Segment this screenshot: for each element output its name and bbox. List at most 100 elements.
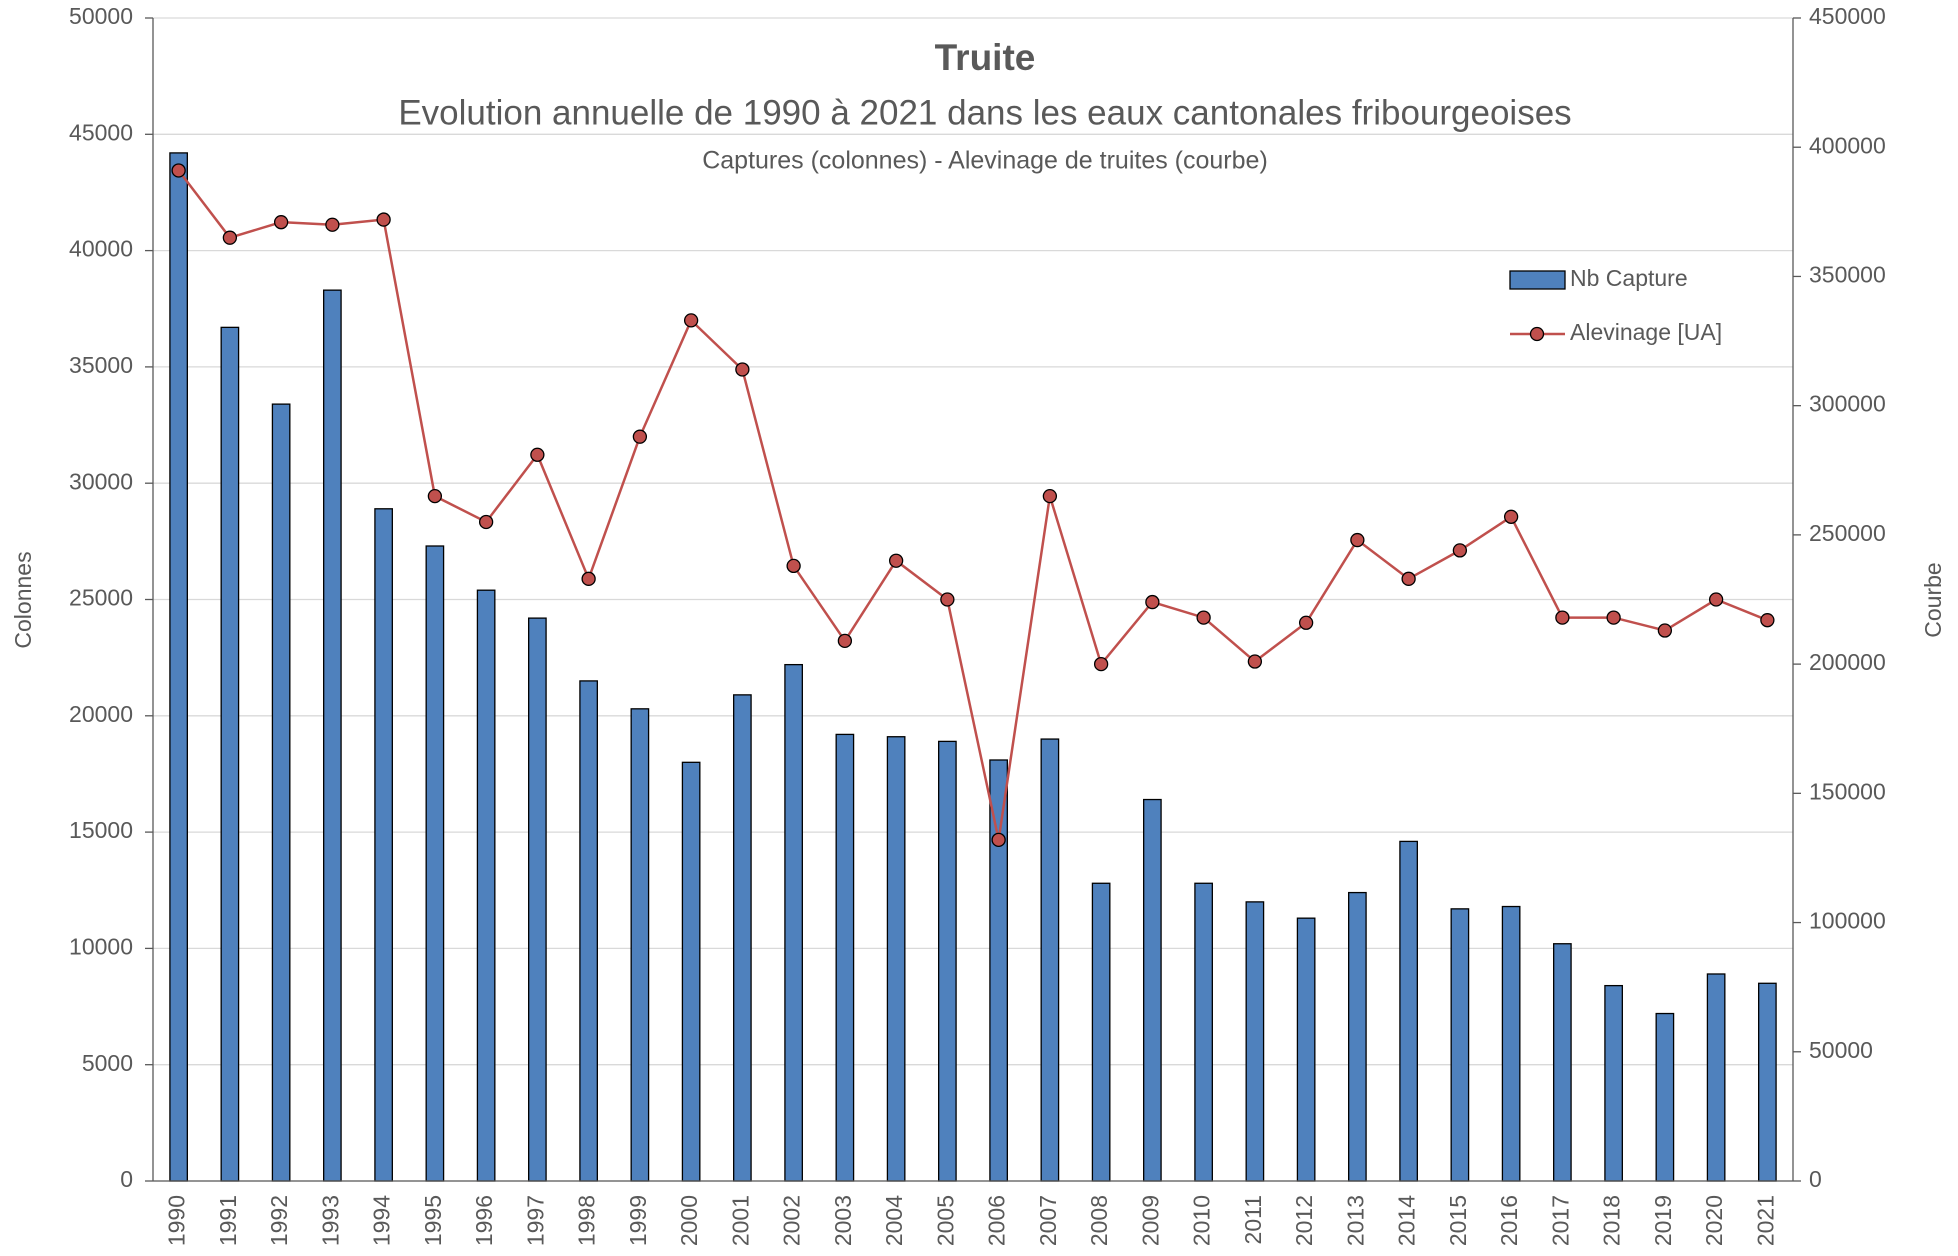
line-marker xyxy=(1247,654,1263,669)
y-tick-label: 0 xyxy=(120,1166,133,1192)
legend-marker xyxy=(1529,326,1545,342)
x-tick-label: 2000 xyxy=(676,1195,702,1246)
x-tick-label: 1998 xyxy=(574,1195,600,1246)
y-tick-label: 45000 xyxy=(69,119,133,145)
bar xyxy=(271,403,291,1182)
y2-tick-label: 200000 xyxy=(1809,649,1886,675)
bar xyxy=(835,733,855,1182)
y2-tick-label: 50000 xyxy=(1809,1037,1873,1063)
legend-label: Nb Capture xyxy=(1570,265,1688,291)
bar xyxy=(886,736,906,1182)
bar xyxy=(579,680,598,1182)
y-tick-label: 25000 xyxy=(69,585,133,611)
x-tick-label: 2021 xyxy=(1752,1195,1778,1246)
line-marker xyxy=(991,832,1006,848)
line-marker xyxy=(1452,543,1468,558)
line-marker xyxy=(222,230,238,245)
x-tick-label: 1997 xyxy=(522,1195,548,1246)
x-tick-label: 1992 xyxy=(266,1195,292,1246)
line-marker xyxy=(581,571,596,586)
line-marker xyxy=(632,429,648,444)
line-marker xyxy=(1401,571,1416,586)
line-marker xyxy=(1298,615,1314,630)
x-tick-label: 2007 xyxy=(1035,1195,1061,1246)
chart-subtitle: Evolution annuelle de 1990 à 2021 dans l… xyxy=(398,93,1571,132)
y2-tick-label: 250000 xyxy=(1809,520,1886,546)
x-tick-label: 2017 xyxy=(1547,1195,1573,1246)
line-marker xyxy=(171,163,186,178)
bar xyxy=(169,152,188,1182)
x-tick-label: 1991 xyxy=(215,1195,241,1246)
bar xyxy=(1245,901,1265,1182)
line-marker xyxy=(1145,594,1160,610)
x-tick-label: 2009 xyxy=(1137,1195,1163,1246)
line-marker xyxy=(1093,656,1109,672)
y-axis-label: Colonnes xyxy=(10,551,36,648)
line-marker xyxy=(427,488,443,504)
x-tick-label: 1990 xyxy=(164,1195,190,1246)
y-tick-label: 15000 xyxy=(69,817,133,843)
bar xyxy=(374,508,393,1182)
x-tick-label: 2020 xyxy=(1701,1195,1727,1246)
line-marker xyxy=(1708,592,1724,607)
line-marker xyxy=(683,313,699,328)
y-tick-label: 5000 xyxy=(82,1050,133,1076)
line-marker xyxy=(888,553,904,568)
bar xyxy=(1604,984,1623,1182)
line-marker xyxy=(273,215,289,230)
bar xyxy=(1450,908,1470,1182)
bar xyxy=(733,694,752,1182)
bar xyxy=(1348,891,1367,1182)
bar xyxy=(938,740,957,1182)
bar xyxy=(1553,943,1572,1182)
bar xyxy=(1399,840,1418,1182)
x-tick-label: 1994 xyxy=(369,1195,395,1246)
y2-tick-label: 300000 xyxy=(1809,391,1886,417)
x-tick-label: 1996 xyxy=(471,1195,497,1246)
bar xyxy=(1655,1012,1675,1182)
x-tick-label: 2019 xyxy=(1650,1195,1676,1246)
y2-tick-label: 100000 xyxy=(1809,908,1886,934)
y-tick-label: 40000 xyxy=(69,236,133,262)
x-tick-label: 2004 xyxy=(881,1195,907,1246)
line-marker xyxy=(1555,610,1570,625)
line-marker xyxy=(1606,610,1621,625)
chart-title: Truite xyxy=(935,37,1036,78)
x-tick-label: 2011 xyxy=(1240,1195,1266,1244)
line xyxy=(177,169,1768,841)
line-marker xyxy=(837,633,853,649)
line-marker xyxy=(530,447,545,462)
bar xyxy=(1501,905,1521,1182)
bar xyxy=(220,326,240,1182)
line-marker xyxy=(735,362,750,377)
bar xyxy=(681,761,701,1182)
x-tick-label: 2006 xyxy=(984,1195,1010,1246)
x-tick-label: 2008 xyxy=(1086,1195,1112,1246)
y2-tick-label: 350000 xyxy=(1809,262,1886,288)
x-tick-label: 1993 xyxy=(317,1195,343,1246)
y2-tick-label: 400000 xyxy=(1809,132,1886,158)
y-tick-label: 50000 xyxy=(69,3,133,29)
x-tick-label: 2016 xyxy=(1496,1195,1522,1246)
line-marker xyxy=(1042,488,1058,504)
line-marker xyxy=(1196,610,1211,625)
x-tick-label: 2001 xyxy=(727,1195,753,1246)
bar xyxy=(1091,882,1111,1182)
y-tick-label: 35000 xyxy=(69,352,133,378)
y-tick-label: 20000 xyxy=(69,701,133,727)
x-tick-label: 2005 xyxy=(932,1195,958,1246)
bar xyxy=(630,708,650,1182)
line-marker xyxy=(376,212,391,227)
x-tick-label: 1999 xyxy=(625,1195,651,1246)
line-marker xyxy=(325,217,340,232)
bar xyxy=(323,289,342,1182)
bar xyxy=(1296,917,1316,1182)
x-tick-label: 1995 xyxy=(420,1195,446,1246)
y2-tick-label: 0 xyxy=(1809,1166,1822,1192)
bar xyxy=(425,545,445,1182)
line-marker xyxy=(478,514,494,530)
bar xyxy=(476,589,496,1182)
legend-label: Alevinage [UA] xyxy=(1570,319,1722,345)
x-tick-label: 2013 xyxy=(1342,1195,1368,1246)
